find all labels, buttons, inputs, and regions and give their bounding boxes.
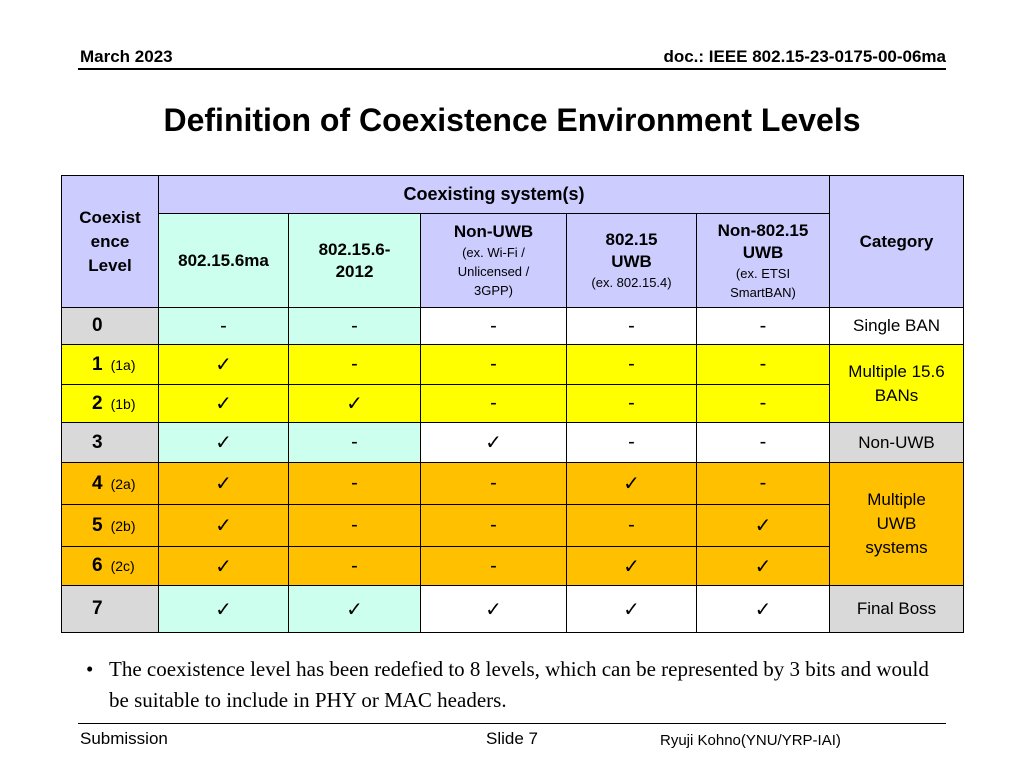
table-cell: - [566, 344, 697, 385]
table-cell: - [288, 422, 421, 463]
footer-author: Ryuji Kohno(YNU/YRP-IAI) [660, 732, 841, 749]
table-cell: - [696, 462, 830, 505]
table-cell: ✓ [158, 504, 289, 547]
table-cell: ✓ [696, 546, 830, 586]
table-cell: ✓ [566, 462, 697, 505]
table-cell: ✓ [566, 546, 697, 586]
level-cell: 2 (1b) [61, 384, 159, 423]
bullet-text: The coexistence level has been redefied … [109, 657, 929, 712]
table-cell: ✓ [696, 504, 830, 547]
table-cell: ✓ [696, 585, 830, 633]
table-cell: - [420, 546, 567, 586]
category-cell: Multiple UWB systems [829, 462, 964, 586]
level-cell: 3 [61, 422, 159, 463]
table-cell: - [288, 307, 421, 345]
table-row: 3 ✓ - ✓ - - Non-UWB [61, 422, 964, 463]
table-cell: - [288, 344, 421, 385]
table-cell: ✓ [158, 585, 289, 633]
table-cell: - [696, 422, 830, 463]
header-rule [78, 68, 946, 70]
header-date: March 2023 [80, 47, 173, 66]
table-cell: - [420, 462, 567, 505]
table-row: 0 - - - - - Single BAN [61, 307, 964, 345]
footer-slide-number: Slide 7 [486, 729, 538, 748]
table-cell: - [696, 307, 830, 345]
table-cell: - [566, 384, 697, 423]
table-row: 7 ✓ ✓ ✓ ✓ ✓ Final Boss [61, 585, 964, 633]
table-row: 4 (2a) ✓ - - ✓ - Multiple UWB systems [61, 462, 964, 586]
table-row: 6 (2c) ✓ - - ✓ ✓ [61, 546, 964, 586]
table-row: 2 (1b) ✓ ✓ - - - [61, 384, 964, 423]
table-cell: ✓ [158, 462, 289, 505]
header-doc-id: doc.: IEEE 802.15-23-0175-00-06ma [663, 47, 946, 66]
footer-rule [78, 723, 946, 724]
table-cell: - [420, 344, 567, 385]
level-cell: 0 [61, 307, 159, 345]
category-cell: Non-UWB [829, 422, 964, 463]
table-cell: ✓ [158, 422, 289, 463]
table-cell: ✓ [158, 344, 289, 385]
table-cell: - [158, 307, 289, 345]
col-header-non-802-15-uwb: Non-802.15 UWB (ex. ETSI SmartBAN) [696, 213, 830, 308]
table-cell: - [420, 384, 567, 423]
bullet-point: • The coexistence level has been redefie… [86, 654, 946, 716]
table-cell: - [696, 384, 830, 423]
table-cell: - [420, 504, 567, 547]
table-cell: - [566, 422, 697, 463]
category-cell: Multiple 15.6 BANs [829, 344, 964, 423]
table-cell: - [288, 462, 421, 505]
col-header-non-uwb: Non-UWB (ex. Wi-Fi / Unlicensed / 3GPP) [420, 213, 567, 308]
col-header-802-15-6ma: 802.15.6ma [158, 213, 289, 308]
table-cell: - [566, 307, 697, 345]
level-cell: 7 [61, 585, 159, 633]
table-cell: - [566, 504, 697, 547]
table-cell: - [420, 307, 567, 345]
table-row: 1 (1a) ✓ - - - - Multiple 15.6 BANs [61, 344, 964, 423]
category-cell: Final Boss [829, 585, 964, 633]
level-header: Coexist ence Level [61, 175, 159, 308]
slide-title: Definition of Coexistence Environment Le… [163, 102, 861, 138]
table-cell: - [288, 546, 421, 586]
table-cell: - [696, 344, 830, 385]
col-header-802-15-6-2012: 802.15.6- 2012 [288, 213, 421, 308]
table-cell: ✓ [420, 422, 567, 463]
table-row: 5 (2b) ✓ - - - ✓ [61, 504, 964, 547]
level-cell: 4 (2a) [61, 462, 159, 505]
table-cell: ✓ [566, 585, 697, 633]
coexistence-table: Coexist ence Level Coexisting system(s) … [61, 175, 964, 633]
category-cell: Single BAN [829, 307, 964, 345]
level-cell: 6 (2c) [61, 546, 159, 586]
coexisting-systems-header: Coexisting system(s) [158, 175, 830, 214]
footer-submission: Submission [80, 729, 168, 748]
table-cell: ✓ [288, 585, 421, 633]
table-cell: ✓ [288, 384, 421, 423]
table-cell: ✓ [158, 384, 289, 423]
table-cell: ✓ [158, 546, 289, 586]
bullet-dot-icon: • [86, 657, 94, 681]
category-header: Category [829, 175, 964, 308]
col-header-802-15-uwb: 802.15 UWB (ex. 802.15.4) [566, 213, 697, 308]
table-cell: - [288, 504, 421, 547]
table-cell: ✓ [420, 585, 567, 633]
level-cell: 5 (2b) [61, 504, 159, 547]
level-cell: 1 (1a) [61, 344, 159, 385]
